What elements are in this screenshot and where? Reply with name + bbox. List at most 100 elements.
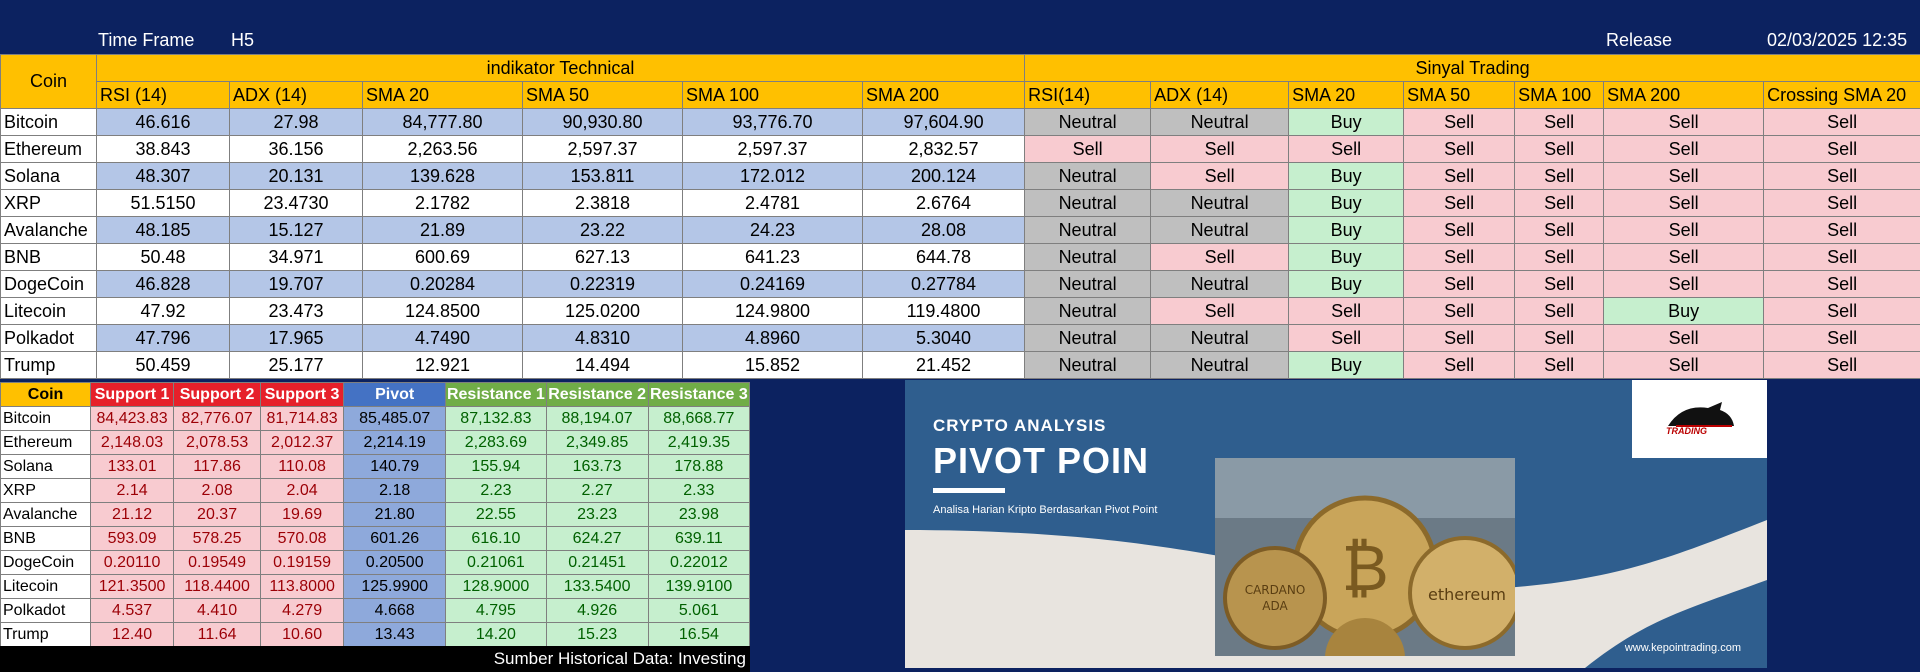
table-row: Solana 48.307 20.131 139.628 153.811 172.012 2…	[0, 162, 1920, 190]
signal-col-header: SMA 20	[1288, 81, 1405, 109]
indicator-value: 4.7490	[362, 324, 523, 352]
indicator-value: 644.78	[861, 243, 1026, 271]
indicator-value: 2.3818	[522, 189, 683, 217]
signal-cell: Neutral	[1024, 270, 1152, 298]
indicator-value: 19.707	[229, 270, 363, 298]
indicator-value: 25.177	[229, 351, 363, 379]
pivot-value: 4.926	[545, 598, 649, 623]
signal-cell: Sell	[1603, 351, 1765, 379]
indicator-value: 14.494	[522, 351, 683, 379]
pivot-value: 601.26	[343, 526, 447, 551]
table-row: Avalanche 21.12 20.37 19.69 21.80 22.55 23.23 2…	[0, 502, 751, 527]
signal-cell: Neutral	[1150, 270, 1290, 298]
table-row: Bitcoin 84,423.83 82,776.07 81,714.83 85,485…	[0, 406, 751, 431]
pivot-value: 0.21061	[445, 550, 547, 575]
table-row: Trump 12.40 11.64 10.60 13.43 14.20 15.23 16.54	[0, 622, 751, 647]
indicator-value: 119.4800	[861, 297, 1026, 325]
indicator-value: 21.89	[362, 216, 523, 244]
pivot-value: 14.20	[445, 622, 547, 647]
coin-name: Polkadot	[0, 598, 92, 623]
indicator-value: 5.3040	[861, 324, 1026, 352]
signal-group-header: Sinyal Trading	[1024, 54, 1920, 82]
pivot-value: 4.537	[90, 598, 175, 623]
signal-cell: Sell	[1150, 162, 1290, 190]
pivot-value: 163.73	[545, 454, 649, 479]
pivot-value: 88,668.77	[647, 406, 751, 431]
indicator-col-header: SMA 20	[362, 81, 523, 109]
pivot-value: 85,485.07	[343, 406, 447, 431]
pivot-value: 88,194.07	[545, 406, 649, 431]
pivot-value: 0.19549	[173, 550, 262, 575]
coin-header: Coin	[0, 54, 97, 109]
signal-cell: Sell	[1763, 216, 1920, 244]
indicator-value: 50.459	[96, 351, 230, 379]
indicator-value: 2,597.37	[682, 135, 863, 163]
signal-cell: Sell	[1603, 324, 1765, 352]
pivot-value: 639.11	[647, 526, 751, 551]
table-row: Trump 50.459 25.177 12.921 14.494 15.852 21.45…	[0, 351, 1920, 379]
indicator-value: 93,776.70	[682, 108, 863, 136]
indicator-col-header: SMA 200	[861, 81, 1026, 109]
indicator-value: 2.6764	[861, 189, 1026, 217]
signal-cell: Sell	[1514, 135, 1605, 163]
pivot-value: 2,419.35	[647, 430, 751, 455]
coin-name: XRP	[0, 189, 97, 217]
signal-cell: Neutral	[1024, 108, 1152, 136]
pivot-value: 16.54	[647, 622, 751, 647]
signal-cell: Sell	[1403, 162, 1516, 190]
signal-cell: Sell	[1150, 297, 1290, 325]
indicator-col-header: ADX (14)	[229, 81, 363, 109]
signal-cell: Sell	[1514, 162, 1605, 190]
table-row: BNB 50.48 34.971 600.69 627.13 641.23 644.78 Ne…	[0, 243, 1920, 271]
pivot-value: 128.9000	[445, 574, 547, 599]
indicator-value: 36.156	[229, 135, 363, 163]
signal-cell: Neutral	[1024, 243, 1152, 271]
signal-cell: Sell	[1403, 135, 1516, 163]
indicator-value: 17.965	[229, 324, 363, 352]
pivot-value: 13.43	[343, 622, 447, 647]
pivot-value: 20.37	[173, 502, 262, 527]
coin-name: BNB	[0, 526, 92, 551]
timeframe-value: H5	[231, 30, 255, 50]
indicator-value: 51.5150	[96, 189, 230, 217]
indicator-value: 2.4781	[682, 189, 863, 217]
signal-cell: Neutral	[1150, 351, 1290, 379]
signal-cell: Sell	[1763, 243, 1920, 271]
indicator-col-header: SMA 50	[522, 81, 683, 109]
signal-cell: Sell	[1603, 189, 1765, 217]
pivot-value: 0.20110	[90, 550, 175, 575]
coin-name: Ethereum	[0, 135, 97, 163]
signal-cell: Sell	[1603, 243, 1765, 271]
signal-cell: Neutral	[1150, 108, 1290, 136]
signal-cell: Buy	[1288, 189, 1405, 217]
table-row: XRP 2.14 2.08 2.04 2.18 2.23 2.27 2.33	[0, 478, 751, 503]
signal-cell: Sell	[1763, 108, 1920, 136]
signal-cell: Sell	[1514, 189, 1605, 217]
coin-name: XRP	[0, 478, 92, 503]
signal-cell: Sell	[1024, 135, 1152, 163]
pivot-value: 624.27	[545, 526, 649, 551]
indicator-value: 23.22	[522, 216, 683, 244]
pivot-col-header: Pivot	[343, 382, 447, 407]
indicator-value: 125.0200	[522, 297, 683, 325]
table-row: Polkadot 4.537 4.410 4.279 4.668 4.795 4.926 5.…	[0, 598, 751, 623]
pivot-value: 155.94	[445, 454, 547, 479]
indicator-value: 34.971	[229, 243, 363, 271]
pivot-value: 133.5400	[545, 574, 649, 599]
pivot-col-header: Support 2	[173, 382, 262, 407]
indicator-col-header: SMA 100	[682, 81, 863, 109]
indicator-value: 84,777.80	[362, 108, 523, 136]
signal-cell: Sell	[1514, 216, 1605, 244]
indicator-value: 97,604.90	[861, 108, 1026, 136]
signal-cell: Sell	[1763, 351, 1920, 379]
indicator-value: 23.4730	[229, 189, 363, 217]
signal-cell: Neutral	[1024, 189, 1152, 217]
signal-cell: Sell	[1403, 297, 1516, 325]
technical-indicator-table: Coin indikator Technical Sinyal Trading …	[0, 54, 1920, 379]
table-row: BNB 593.09 578.25 570.08 601.26 616.10 624.27 6…	[0, 526, 751, 551]
indicator-value: 2,832.57	[861, 135, 1026, 163]
pivot-value: 139.9100	[647, 574, 751, 599]
indicator-value: 641.23	[682, 243, 863, 271]
indicator-group-header: indikator Technical	[95, 54, 1026, 82]
signal-cell: Sell	[1403, 216, 1516, 244]
